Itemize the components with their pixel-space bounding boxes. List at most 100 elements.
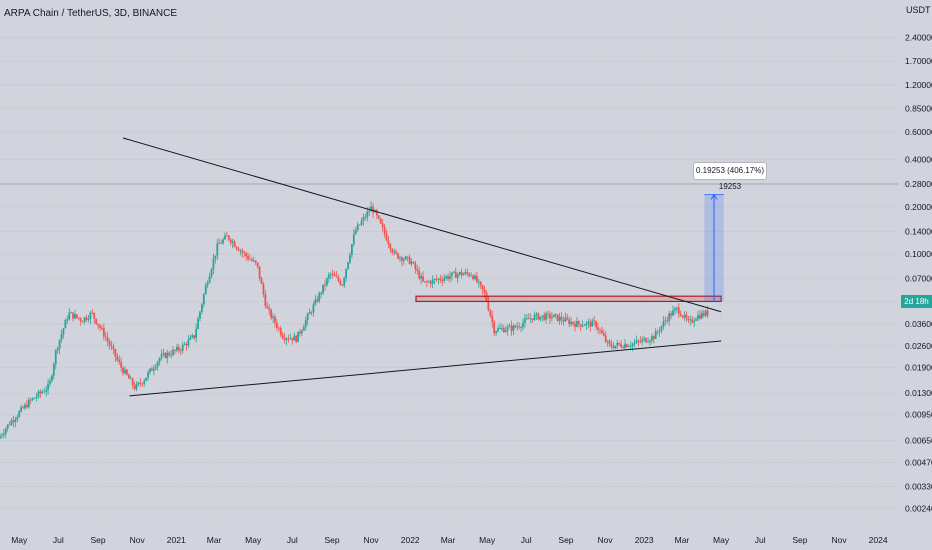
y-tick-label: 1.70000 [905, 56, 932, 66]
candle-body [33, 397, 36, 399]
candle-body [589, 321, 592, 327]
candle-body [695, 319, 697, 321]
candle-body [8, 424, 11, 426]
x-tick-label: Jul [287, 535, 298, 545]
candle-body [502, 328, 505, 333]
candle-body [316, 299, 319, 302]
candle-body [16, 416, 19, 420]
candle-body [233, 241, 236, 247]
candle-body [547, 313, 549, 315]
candle-body [450, 272, 453, 277]
candle-body [449, 276, 451, 279]
candle-body [12, 420, 15, 422]
candle-body [527, 318, 530, 320]
candle-body [570, 321, 573, 325]
candle-body [652, 336, 655, 340]
candle-body [520, 327, 523, 328]
candle-body [702, 312, 705, 316]
candle-body [377, 215, 380, 219]
candle-body [697, 315, 699, 320]
candle-body [168, 352, 171, 356]
candle-body [60, 334, 63, 340]
candle-body [64, 319, 67, 329]
candle-body [352, 234, 355, 245]
candle-body [554, 314, 557, 316]
candle-body [281, 334, 284, 339]
candle-body [266, 306, 269, 309]
candle-body [643, 338, 646, 340]
candle-body [566, 317, 569, 320]
candle-body [493, 322, 496, 334]
candle-body [220, 243, 223, 244]
candle-body [79, 318, 82, 322]
candle-body [475, 275, 478, 283]
candle-body [37, 391, 40, 397]
x-tick-label: 2021 [167, 535, 186, 545]
candle-body [614, 345, 617, 349]
candle-body [624, 344, 626, 348]
candle-body [201, 304, 203, 312]
x-tick-label: 2022 [401, 535, 420, 545]
candle-body [704, 310, 707, 316]
candle-body [385, 233, 388, 241]
candle-body [164, 353, 167, 359]
x-tick-label: Sep [91, 535, 106, 545]
candle-body [160, 354, 163, 359]
candle-body [197, 318, 199, 329]
candle-body [274, 316, 276, 324]
candle-body [647, 341, 649, 343]
candle-body [666, 320, 669, 322]
candle-body [679, 313, 682, 317]
x-tick-label: May [479, 535, 496, 545]
candle-body [237, 248, 240, 251]
candle-body [156, 361, 159, 367]
candle-body [241, 250, 244, 253]
candle-body [656, 331, 659, 333]
candle-body [654, 331, 657, 340]
candle-body [591, 320, 594, 327]
candle-body [227, 235, 230, 240]
candle-body [370, 206, 373, 212]
candle-body [549, 313, 551, 319]
candle-body [333, 274, 336, 277]
candle-body [312, 304, 315, 313]
x-tick-label: Sep [324, 535, 339, 545]
candle-body [268, 308, 271, 310]
candle-body [452, 271, 455, 273]
candle-body [668, 313, 671, 321]
candle-body [302, 327, 305, 331]
candle-body [329, 273, 332, 275]
candle-body [604, 335, 607, 342]
candle-body [410, 261, 413, 264]
candle-body [210, 269, 213, 277]
candle-body [458, 272, 461, 275]
candle-body [39, 391, 42, 393]
candle-body [418, 270, 421, 279]
candle-body [24, 404, 26, 409]
candle-body [275, 323, 278, 328]
candle-body [74, 314, 76, 319]
candle-body [83, 317, 86, 323]
candle-body [672, 310, 674, 316]
candle-body [93, 312, 96, 319]
candle-body [691, 319, 694, 323]
candle-body [681, 316, 684, 318]
candle-body [435, 278, 438, 280]
candle-body [70, 312, 73, 314]
candle-body [10, 420, 13, 425]
candle-body [262, 283, 265, 295]
candle-body [235, 246, 238, 249]
candle-body [166, 352, 169, 359]
candle-body [439, 278, 442, 280]
candle-body [577, 321, 580, 325]
candle-body [249, 259, 251, 261]
candle-body [300, 330, 303, 334]
candle-body [343, 278, 346, 286]
trendline [122, 137, 722, 313]
candle-body [472, 275, 474, 280]
candle-body [145, 377, 148, 381]
candle-body [320, 293, 323, 294]
